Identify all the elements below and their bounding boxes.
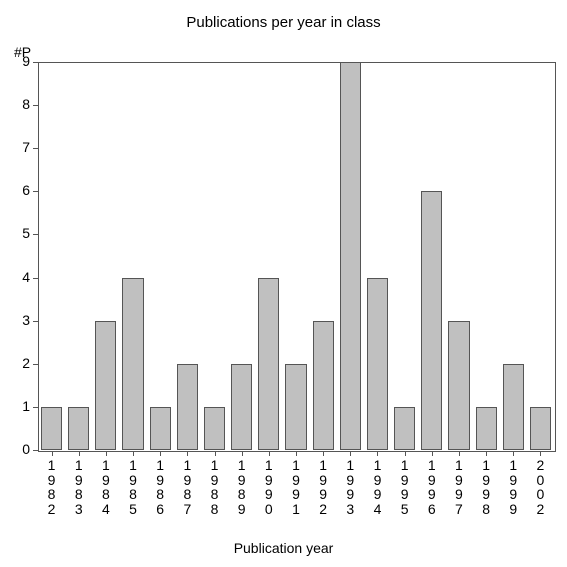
- y-tick-label: 7: [10, 139, 30, 155]
- bar: [150, 407, 171, 450]
- x-tick-mark: [350, 451, 351, 456]
- y-tick-mark: [33, 278, 38, 279]
- x-tick-label: 1999: [506, 458, 520, 517]
- x-tick-mark: [160, 451, 161, 456]
- bar: [530, 407, 551, 450]
- x-tick-label: 1997: [452, 458, 466, 517]
- x-tick-label: 1986: [153, 458, 167, 517]
- y-tick-mark: [33, 450, 38, 451]
- x-tick-mark: [215, 451, 216, 456]
- bar: [503, 364, 524, 450]
- x-tick-label: 1995: [398, 458, 412, 517]
- x-tick-mark: [79, 451, 80, 456]
- x-tick-label: 1987: [180, 458, 194, 517]
- y-tick-label: 8: [10, 96, 30, 112]
- y-tick-label: 4: [10, 269, 30, 285]
- x-tick-mark: [106, 451, 107, 456]
- x-tick-mark: [486, 451, 487, 456]
- x-tick-label: 1994: [370, 458, 384, 517]
- y-tick-mark: [33, 148, 38, 149]
- y-tick-label: 0: [10, 441, 30, 457]
- bar: [285, 364, 306, 450]
- x-tick-mark: [459, 451, 460, 456]
- y-tick-mark: [33, 364, 38, 365]
- x-tick-label: 1990: [262, 458, 276, 517]
- y-tick-label: 3: [10, 312, 30, 328]
- x-tick-mark: [269, 451, 270, 456]
- bar: [41, 407, 62, 450]
- y-tick-mark: [33, 407, 38, 408]
- x-tick-mark: [377, 451, 378, 456]
- bar: [367, 278, 388, 450]
- bar: [421, 191, 442, 450]
- x-tick-label: 1992: [316, 458, 330, 517]
- y-tick-mark: [33, 62, 38, 63]
- x-tick-label: 1984: [99, 458, 113, 517]
- bar: [231, 364, 252, 450]
- y-tick-mark: [33, 191, 38, 192]
- x-tick-mark: [323, 451, 324, 456]
- x-tick-mark: [405, 451, 406, 456]
- x-tick-mark: [540, 451, 541, 456]
- x-tick-label: 2002: [533, 458, 547, 517]
- bar: [68, 407, 89, 450]
- y-tick-mark: [33, 321, 38, 322]
- y-tick-label: 6: [10, 182, 30, 198]
- bar: [394, 407, 415, 450]
- x-tick-mark: [52, 451, 53, 456]
- x-axis-title: Publication year: [0, 540, 567, 556]
- x-tick-label: 1988: [208, 458, 222, 517]
- x-tick-label: 1985: [126, 458, 140, 517]
- chart-title: Publications per year in class: [0, 14, 567, 31]
- bar: [95, 321, 116, 450]
- x-tick-mark: [133, 451, 134, 456]
- x-tick-mark: [432, 451, 433, 456]
- x-tick-label: 1996: [425, 458, 439, 517]
- y-tick-label: 2: [10, 355, 30, 371]
- y-tick-label: 1: [10, 398, 30, 414]
- x-tick-label: 1993: [343, 458, 357, 517]
- x-tick-label: 1982: [45, 458, 59, 517]
- x-tick-mark: [242, 451, 243, 456]
- bar: [340, 62, 361, 450]
- x-tick-label: 1991: [289, 458, 303, 517]
- x-tick-mark: [296, 451, 297, 456]
- bar: [204, 407, 225, 450]
- y-tick-mark: [33, 105, 38, 106]
- x-tick-mark: [187, 451, 188, 456]
- bar: [258, 278, 279, 450]
- x-tick-mark: [513, 451, 514, 456]
- y-tick-label: 9: [10, 53, 30, 69]
- x-tick-label: 1983: [72, 458, 86, 517]
- bar: [476, 407, 497, 450]
- y-tick-mark: [33, 234, 38, 235]
- chart-container: Publications per year in class #P Public…: [0, 0, 567, 567]
- x-tick-label: 1989: [235, 458, 249, 517]
- bar: [177, 364, 198, 450]
- bar: [122, 278, 143, 450]
- bar: [313, 321, 334, 450]
- bar: [448, 321, 469, 450]
- y-tick-label: 5: [10, 225, 30, 241]
- x-tick-label: 1998: [479, 458, 493, 517]
